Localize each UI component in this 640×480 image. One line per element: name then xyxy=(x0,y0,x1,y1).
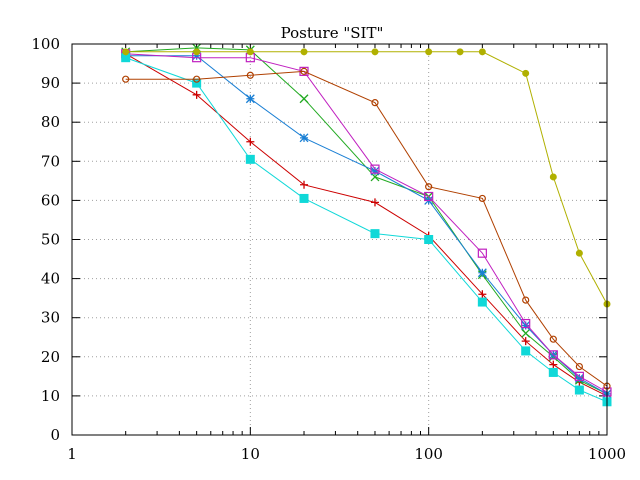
square-marker xyxy=(424,191,434,202)
y-tick-label: 40 xyxy=(41,270,60,288)
series-line xyxy=(125,47,608,395)
series-green-x xyxy=(121,43,612,399)
open-circle-marker xyxy=(425,183,433,191)
plus-marker xyxy=(300,180,309,189)
square-marker xyxy=(548,350,558,360)
y-tick-label: 0 xyxy=(50,426,60,444)
series-cyan-filled-square xyxy=(121,53,612,407)
chart-title: Posture "SIT" xyxy=(281,24,384,42)
plus-marker xyxy=(521,337,530,346)
star-marker xyxy=(370,166,380,176)
series-olive-filled-circle xyxy=(122,48,611,308)
x-tick-label: 100 xyxy=(414,445,443,463)
star-marker xyxy=(245,94,255,104)
series-blue-star xyxy=(121,51,612,399)
filled-square-marker xyxy=(574,385,584,395)
y-tick-label: 10 xyxy=(41,387,60,405)
filled-circle-marker xyxy=(549,173,557,181)
grid xyxy=(72,44,607,435)
filled-circle-marker xyxy=(425,48,433,56)
filled-square-marker xyxy=(370,229,380,239)
series-red-plus xyxy=(121,49,611,400)
series-line xyxy=(125,53,608,393)
filled-circle-marker xyxy=(478,48,486,56)
filled-circle-marker xyxy=(246,48,254,56)
y-tick-label: 90 xyxy=(41,74,60,92)
series-brown-open-circle xyxy=(122,67,611,390)
filled-square-marker xyxy=(245,154,255,164)
plus-marker xyxy=(549,360,558,369)
filled-circle-marker xyxy=(456,48,464,56)
series-line xyxy=(125,70,608,387)
filled-circle-marker xyxy=(300,48,308,56)
open-circle-marker xyxy=(193,75,201,83)
x-marker xyxy=(521,328,531,338)
filled-square-marker xyxy=(548,367,558,377)
y-tick-label: 60 xyxy=(41,191,60,209)
square-marker xyxy=(370,164,380,174)
star-marker xyxy=(299,133,309,143)
star-marker xyxy=(477,268,487,278)
star-marker xyxy=(521,321,531,330)
y-tick-label: 80 xyxy=(41,113,60,131)
plus-marker xyxy=(370,198,379,207)
y-tick-label: 50 xyxy=(41,231,60,249)
plus-marker xyxy=(192,90,201,99)
filled-square-marker xyxy=(424,235,434,244)
plus-marker xyxy=(246,137,255,146)
y-tick-label: 20 xyxy=(41,348,60,366)
x-marker xyxy=(299,94,309,104)
square-marker xyxy=(521,318,531,329)
filled-circle-marker xyxy=(522,69,530,77)
x-tick-label: 1000 xyxy=(588,445,626,463)
open-circle-marker xyxy=(300,67,308,75)
open-circle-marker xyxy=(575,362,583,371)
open-circle-marker xyxy=(549,335,557,343)
filled-square-marker xyxy=(521,346,531,356)
x-tick-label: 10 xyxy=(241,445,260,463)
star-marker xyxy=(192,51,202,61)
open-circle-marker xyxy=(522,296,530,304)
open-circle-marker xyxy=(122,75,130,83)
filled-square-marker xyxy=(477,297,487,307)
x-tick-label: 1 xyxy=(67,445,77,463)
series-group xyxy=(121,43,612,407)
open-circle-marker xyxy=(478,194,486,203)
y-tick-label: 30 xyxy=(41,309,60,327)
series-line xyxy=(125,53,608,397)
plot-frame xyxy=(71,43,608,436)
square-marker xyxy=(574,371,584,381)
filled-circle-marker xyxy=(371,48,379,56)
plus-marker xyxy=(478,290,487,299)
filled-circle-marker xyxy=(575,249,583,257)
y-tick-label: 70 xyxy=(41,152,60,170)
filled-square-marker xyxy=(299,193,309,203)
open-circle-marker xyxy=(371,99,379,107)
series-purple-square xyxy=(121,49,612,397)
series-line xyxy=(125,51,608,305)
open-circle-marker xyxy=(246,71,254,79)
star-marker xyxy=(574,373,584,383)
filled-circle-marker xyxy=(193,48,201,56)
y-tick-label: 100 xyxy=(31,35,60,53)
filled-circle-marker xyxy=(122,48,130,56)
square-marker xyxy=(477,248,487,258)
